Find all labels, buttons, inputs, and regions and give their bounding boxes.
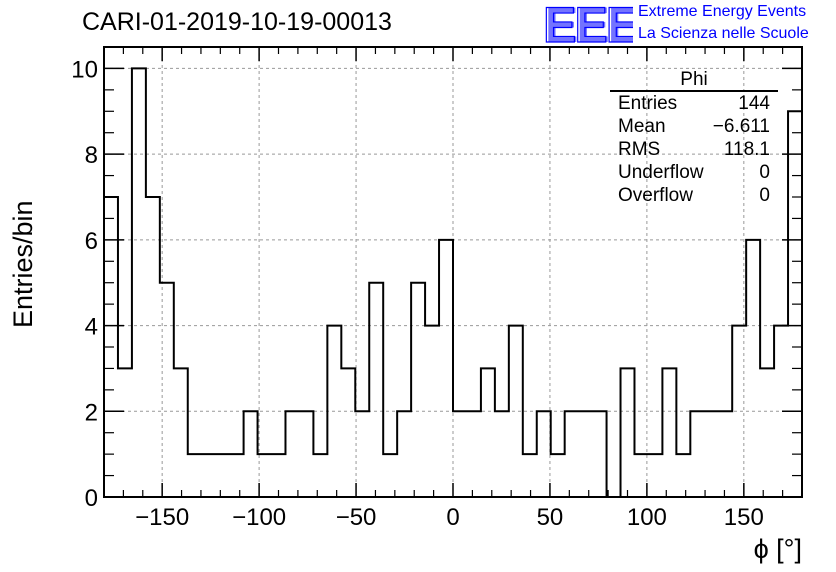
histogram-bin [676, 454, 690, 497]
stats-row-underflow: Underflow 0 [610, 161, 778, 184]
stats-row-rms: RMS 118.1 [610, 138, 778, 161]
logo-mark-shadow: EEE [545, 0, 633, 48]
histogram-bin [690, 411, 704, 497]
x-tick-label: −50 [336, 504, 377, 531]
histogram-bin [746, 240, 760, 497]
histogram-bin [593, 411, 607, 497]
histogram-bin [453, 411, 467, 497]
stats-label: Overflow [618, 185, 693, 206]
x-tick-label: 0 [446, 504, 459, 531]
histogram-bin [313, 454, 327, 497]
stats-label: RMS [618, 139, 661, 160]
stats-value: 144 [738, 93, 770, 114]
histogram-bin [495, 411, 509, 497]
stats-label: Underflow [618, 162, 704, 183]
histogram-bin [662, 368, 676, 497]
histogram-bin [397, 411, 411, 497]
x-tick-label: −150 [135, 504, 189, 531]
y-tick-label: 2 [85, 399, 98, 426]
stats-value: 0 [759, 162, 770, 183]
histogram-bin [467, 411, 481, 497]
histogram-bin [355, 411, 369, 497]
histogram-bin [411, 283, 425, 497]
logo-line1: Extreme Energy Events [638, 3, 807, 20]
y-tick-label: 10 [71, 56, 98, 83]
histogram-bin [188, 454, 202, 497]
histogram-bin [244, 411, 258, 497]
y-tick-label: 4 [85, 314, 98, 341]
histogram-outline [103, 67, 803, 498]
histogram-bin [621, 368, 635, 497]
stats-row-entries: Entries 144 [610, 92, 778, 115]
histogram-bin [537, 411, 551, 497]
histogram-bin [132, 68, 146, 497]
x-tick-label: −100 [232, 504, 286, 531]
chart-title: CARI-01-2019-10-19-00013 [82, 8, 392, 36]
y-tick-labels: 0 2 4 6 8 10 [71, 56, 98, 512]
histogram-bin [579, 411, 593, 497]
histogram-bin [146, 197, 160, 497]
eee-logo: EEE EEE [542, 0, 633, 48]
stats-label: Entries [618, 93, 678, 114]
histogram-bin [341, 368, 355, 497]
y-tick-label: 6 [85, 228, 98, 255]
histogram-bin [551, 454, 565, 497]
x-tick-label: 150 [724, 504, 764, 531]
stats-title: Phi [610, 70, 778, 92]
histogram-bin [285, 411, 299, 497]
histogram-bin [369, 283, 383, 497]
x-tick-label: 50 [537, 504, 564, 531]
y-axis-label: Entries/bin [8, 200, 38, 328]
histogram-bin [439, 240, 453, 497]
stats-value: 118.1 [723, 139, 770, 160]
y-tick-label: 0 [85, 485, 98, 512]
stats-row-overflow: Overflow 0 [610, 184, 778, 207]
x-tick-label: 100 [627, 504, 667, 531]
histogram-bin [230, 454, 244, 497]
x-tick-labels: −150 −100 −50 0 50 100 150 [135, 504, 764, 531]
histogram-bin [174, 368, 188, 497]
stats-label: Mean [618, 116, 666, 137]
histogram-bin [481, 368, 495, 497]
stats-value: 0 [759, 185, 770, 206]
logo-mark: EEE [543, 0, 633, 48]
stats-box: Phi Entries 144 Mean −6.611 RMS 118.1 Un… [610, 70, 778, 207]
histogram-bin [648, 454, 662, 497]
histogram-bin [216, 454, 230, 497]
histogram-bin [299, 411, 313, 497]
logo-line2: La Scienza nelle Scuole [638, 25, 809, 42]
stats-value: −6.611 [712, 116, 770, 137]
stats-row-mean: Mean −6.611 [610, 115, 778, 138]
histogram-bin [118, 368, 132, 497]
histogram-bin [565, 411, 579, 497]
histogram-bin [523, 454, 537, 497]
x-axis-label: ϕ [°] [753, 534, 802, 564]
histogram-bin [202, 454, 216, 497]
histogram-bin [718, 411, 732, 497]
histogram-bin [704, 411, 718, 497]
y-tick-label: 8 [85, 142, 98, 169]
plot-frame [103, 46, 803, 498]
histogram-bin [760, 368, 774, 497]
